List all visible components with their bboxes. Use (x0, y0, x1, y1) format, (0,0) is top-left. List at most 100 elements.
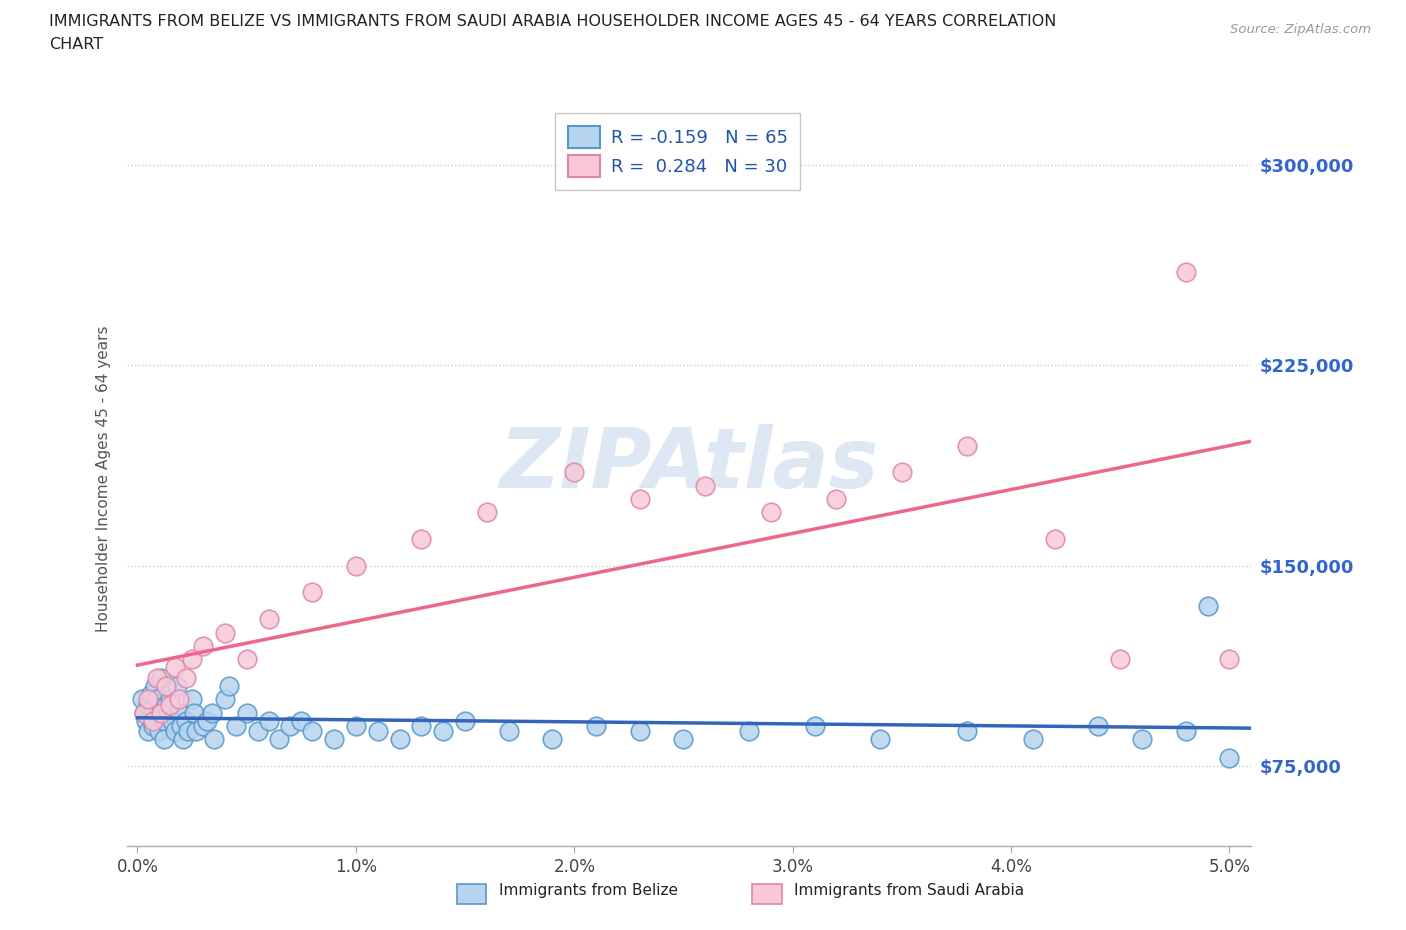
Point (150, 705, 173, 720)
Point (148, 724, 170, 738)
Point (148, 705, 170, 720)
Point (367, 724, 389, 738)
Point (138, 692, 160, 707)
Point (628, 724, 651, 738)
Point (235, 652, 257, 667)
Point (138, 698, 160, 712)
Point (235, 705, 257, 720)
Point (176, 724, 198, 738)
Point (257, 713, 280, 728)
Point (1197, 598, 1219, 613)
Point (1174, 724, 1197, 738)
Legend: R = -0.159   N = 65, R =  0.284   N = 30: R = -0.159 N = 65, R = 0.284 N = 30 (555, 113, 800, 190)
Point (411, 719, 433, 734)
Point (214, 625, 236, 640)
Point (181, 652, 204, 667)
Point (142, 713, 165, 728)
Point (152, 732, 174, 747)
Point (225, 719, 247, 734)
Point (475, 505, 498, 520)
Point (131, 692, 153, 707)
Point (388, 732, 411, 747)
Point (1174, 264, 1197, 279)
Point (174, 671, 197, 685)
Point (1022, 732, 1045, 747)
Point (167, 705, 190, 720)
Point (498, 724, 520, 738)
Point (1130, 732, 1153, 747)
Point (218, 679, 240, 694)
Point (135, 713, 157, 728)
Point (257, 612, 280, 627)
Point (143, 679, 166, 694)
Point (1218, 652, 1240, 667)
Point (759, 505, 782, 520)
Point (1043, 532, 1066, 547)
Point (142, 702, 165, 717)
Text: ZIPAtlas: ZIPAtlas (499, 424, 879, 505)
Point (585, 719, 607, 734)
Point (432, 724, 454, 738)
Point (344, 558, 367, 573)
Point (163, 724, 186, 738)
Point (290, 713, 312, 728)
Point (162, 713, 184, 728)
Point (186, 724, 208, 738)
Point (195, 713, 218, 728)
Point (170, 719, 193, 734)
Point (152, 713, 174, 728)
Point (167, 692, 190, 707)
Point (157, 705, 180, 720)
Point (301, 724, 323, 738)
Point (166, 679, 188, 694)
Point (139, 686, 162, 701)
Point (150, 671, 173, 685)
Point (146, 692, 169, 707)
Point (146, 671, 169, 685)
Point (695, 478, 717, 493)
Point (183, 705, 205, 720)
Point (155, 698, 177, 712)
Point (142, 719, 165, 734)
Point (174, 713, 197, 728)
Point (562, 465, 585, 480)
Point (181, 692, 204, 707)
Point (1109, 652, 1132, 667)
Point (201, 705, 224, 720)
Point (628, 492, 651, 507)
Point (803, 719, 825, 734)
Point (155, 679, 177, 694)
Point (1087, 719, 1109, 734)
Point (411, 532, 433, 547)
Point (172, 732, 194, 747)
Point (344, 719, 367, 734)
Point (672, 732, 695, 747)
Point (541, 732, 564, 747)
Point (163, 660, 186, 675)
Point (956, 438, 979, 453)
Point (956, 724, 979, 738)
Point (191, 719, 214, 734)
Point (159, 698, 181, 712)
Point (191, 639, 214, 654)
Y-axis label: Householder Income Ages 45 - 64 years: Householder Income Ages 45 - 64 years (96, 326, 111, 632)
Point (269, 732, 291, 747)
Text: Immigrants from Saudi Arabia: Immigrants from Saudi Arabia (794, 884, 1025, 898)
Point (132, 705, 155, 720)
Point (132, 705, 155, 720)
Point (159, 692, 181, 707)
Point (454, 713, 477, 728)
Point (323, 732, 346, 747)
Text: Immigrants from Belize: Immigrants from Belize (499, 884, 678, 898)
Point (280, 719, 302, 734)
Point (301, 585, 323, 600)
Point (890, 465, 912, 480)
Point (1218, 751, 1240, 765)
Point (246, 724, 269, 738)
Text: Source: ZipAtlas.com: Source: ZipAtlas.com (1230, 23, 1371, 36)
Point (138, 724, 160, 738)
Point (202, 732, 225, 747)
Text: IMMIGRANTS FROM BELIZE VS IMMIGRANTS FROM SAUDI ARABIA HOUSEHOLDER INCOME AGES 4: IMMIGRANTS FROM BELIZE VS IMMIGRANTS FRO… (49, 14, 1056, 29)
Point (869, 732, 891, 747)
Point (825, 492, 848, 507)
